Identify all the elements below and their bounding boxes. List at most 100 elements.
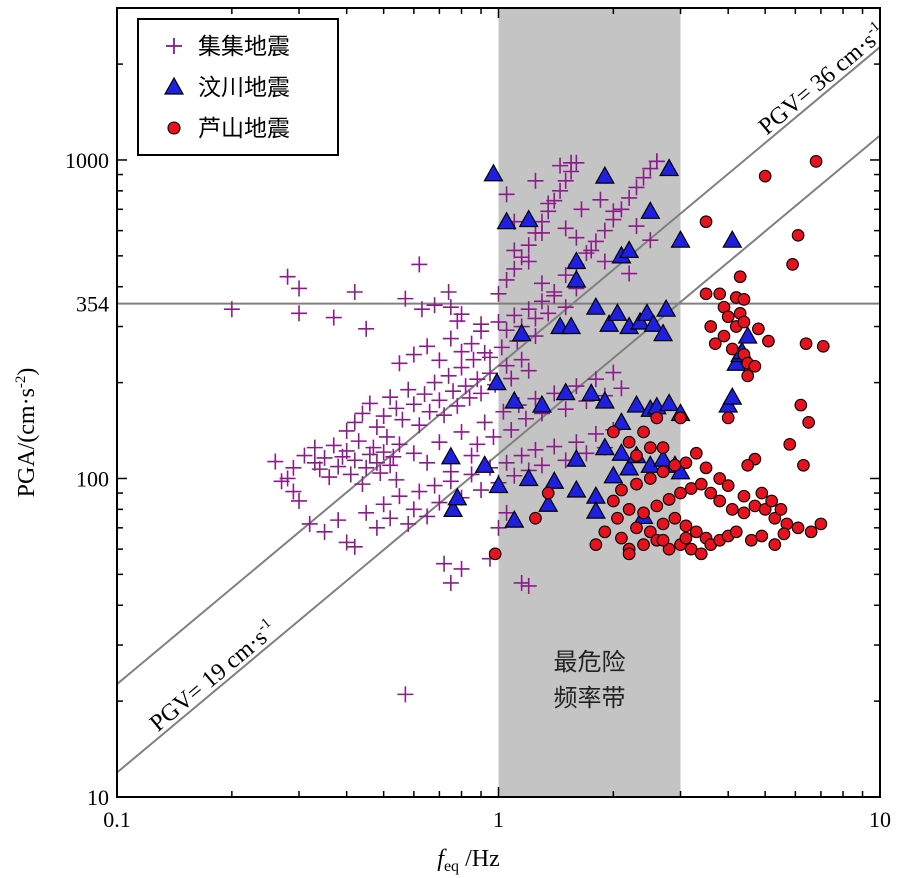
chichi-point: [557, 299, 574, 316]
lushan-point: [814, 517, 828, 531]
chichi-point: [628, 218, 645, 235]
chichi-point: [354, 405, 371, 422]
lushan-point: [643, 525, 657, 539]
lushan-point: [797, 458, 810, 472]
lushan-point: [656, 517, 670, 531]
chichi-point: [411, 483, 428, 500]
legend-marker-triangle: [163, 76, 185, 95]
chichi-point: [382, 389, 399, 406]
chichi-point: [506, 260, 523, 277]
chichi-point: [498, 504, 515, 521]
chichi-point: [533, 293, 550, 310]
chichi-point: [291, 305, 308, 322]
chichi-point: [503, 421, 520, 438]
chichi-point: [613, 380, 630, 397]
chichi-point: [568, 378, 585, 395]
lushan-point: [598, 525, 612, 539]
chichi-point: [469, 371, 486, 388]
wenchuan-point: [656, 298, 677, 317]
wenchuan-point: [722, 229, 743, 248]
chichi-point: [621, 189, 638, 206]
chichi-point: [513, 574, 530, 591]
chichi-point: [557, 401, 574, 418]
wenchuan-point: [630, 311, 651, 330]
lushan-point: [741, 458, 755, 472]
wenchuan-point: [504, 509, 525, 528]
chichi-point: [449, 313, 466, 330]
chichi-point: [520, 301, 537, 318]
wenchuan-point: [555, 382, 576, 401]
lushan-point: [737, 315, 751, 329]
chichi-point: [397, 686, 414, 703]
lushan-point: [713, 472, 727, 485]
wenchuan-point: [643, 314, 664, 332]
chichi-point: [361, 395, 378, 412]
legend-item: 芦山地震: [167, 116, 290, 142]
lushan-point: [752, 322, 765, 336]
chichi-point: [368, 519, 385, 536]
chichi-point: [587, 233, 604, 250]
chichi-point: [361, 446, 378, 463]
chichi-point: [498, 186, 515, 203]
chichi-point: [394, 411, 411, 428]
chichi-point: [419, 508, 436, 525]
chichi-point: [485, 428, 502, 445]
chichi-point: [321, 469, 338, 486]
lushan-point: [713, 287, 727, 301]
lushan-point: [643, 441, 657, 454]
chichi-point: [440, 284, 457, 301]
chichi-point: [596, 222, 613, 239]
lushan-point: [783, 437, 797, 451]
chichi-point: [482, 349, 499, 366]
chichi-point: [436, 407, 453, 424]
wenchuan-point: [581, 383, 602, 401]
wenchuan-point: [726, 353, 747, 371]
chichi-point: [279, 268, 296, 285]
wenchuan-point: [619, 457, 640, 476]
chichi-point: [546, 438, 563, 455]
wenchuan-point: [594, 437, 615, 456]
chichi-point: [546, 284, 563, 301]
lushan-point: [650, 499, 664, 513]
lushan-point: [768, 538, 782, 551]
lushan-point: [809, 155, 823, 168]
lushan-point: [643, 472, 657, 485]
chichi-point: [285, 459, 302, 476]
wenchuan-point: [594, 165, 615, 184]
chichi-point: [473, 323, 490, 340]
lushan-point: [762, 334, 775, 348]
chichi-point: [311, 461, 328, 478]
chichi-point: [635, 169, 652, 186]
lushan-point: [704, 486, 718, 500]
chichi-point: [587, 371, 604, 388]
chichi-point: [411, 417, 428, 434]
chichi-point: [375, 408, 392, 425]
chichi-point: [405, 346, 422, 363]
lushan-point: [758, 503, 772, 516]
chichi-point: [426, 477, 443, 494]
chichi-point: [346, 452, 363, 469]
wenchuan-point: [585, 296, 606, 315]
lushan-point: [679, 519, 693, 533]
chichi-point: [453, 306, 470, 323]
wenchuan-point: [607, 303, 628, 321]
lushan-point: [708, 337, 722, 351]
chichi-point: [316, 523, 333, 540]
chichi-point: [469, 436, 486, 453]
chichi-point: [506, 307, 523, 324]
chichi-point: [416, 386, 433, 403]
chichi-point: [583, 242, 600, 259]
x-tick-label: 0.1: [103, 807, 131, 832]
chichi-point: [291, 280, 308, 297]
pgv-19-label: PGV= 19 cm·s-1: [144, 615, 282, 737]
chichi-point: [520, 577, 537, 594]
chichi-point: [368, 454, 385, 471]
chichi-point: [346, 414, 363, 431]
chichi-point: [223, 301, 240, 318]
pgv-line-36: [117, 46, 880, 685]
chichi-point: [338, 422, 355, 439]
wenchuan-point: [566, 479, 587, 498]
lushan-point: [786, 258, 799, 271]
chichi-point: [445, 383, 462, 400]
lushan-point: [737, 506, 751, 520]
